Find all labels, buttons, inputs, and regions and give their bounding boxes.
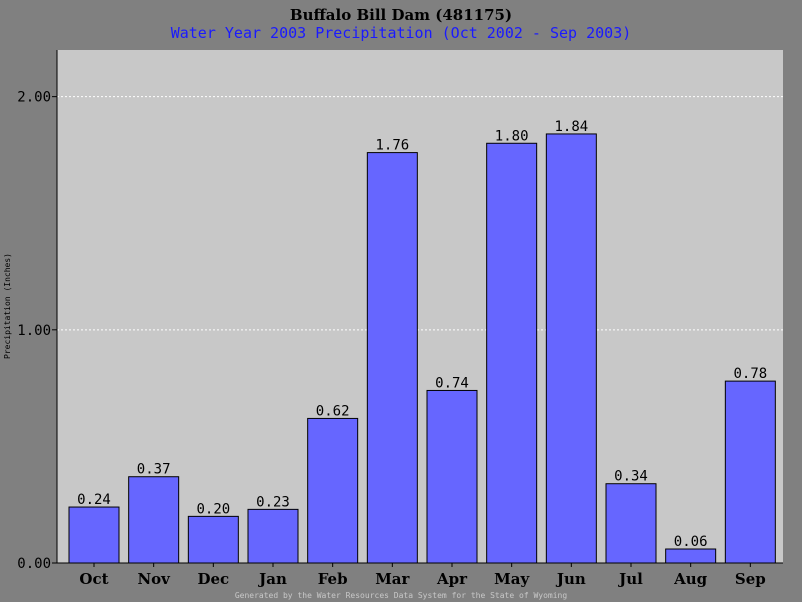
x-tick-label: Nov [137, 570, 171, 588]
x-tick-label: Jan [257, 570, 287, 588]
bar [605, 483, 657, 564]
x-tick-label: Sep [735, 570, 766, 588]
x-tick-label: Jun [555, 570, 586, 588]
y-tick-label: 2.00 [17, 90, 51, 106]
bar [247, 508, 299, 564]
data-label: 1.80 [495, 128, 529, 144]
bar [128, 476, 180, 564]
x-tick-label: Mar [375, 570, 410, 588]
bar [724, 380, 776, 564]
bar [665, 548, 717, 564]
bars [68, 133, 776, 564]
bar [486, 142, 538, 564]
data-labels: 0.24 0.37 0.20 0.23 0.62 1.76 0.74 1.80 1.84 0.34… [77, 119, 767, 550]
data-label: 1.76 [375, 138, 409, 154]
x-tick-label: Feb [318, 570, 348, 588]
data-label: 1.84 [554, 119, 588, 135]
x-tick-label: Dec [197, 570, 229, 588]
data-label: 0.20 [196, 501, 230, 517]
data-label: 0.37 [137, 462, 171, 478]
bar [68, 506, 120, 564]
x-tick-label: Oct [79, 570, 108, 588]
bar [426, 389, 478, 564]
x-tick-label: Apr [436, 570, 468, 588]
gridlines [57, 96, 783, 331]
x-tick-label: May [494, 570, 530, 588]
data-label: 0.62 [316, 403, 350, 419]
y-tick-label: 1.00 [17, 323, 51, 339]
data-label: 0.34 [614, 469, 648, 485]
y-tick-label: 0.00 [17, 556, 51, 572]
data-label: 0.78 [733, 366, 767, 382]
bar [545, 133, 597, 564]
data-label: 0.24 [77, 492, 111, 508]
x-axis-ticks: Oct Nov Dec Jan Feb Mar Apr May Jun Jul Aug Sep [79, 563, 766, 588]
bar [366, 152, 418, 564]
data-label: 0.23 [256, 494, 290, 510]
x-tick-label: Jul [617, 570, 643, 588]
footer-credit: Generated by the Water Resources Data Sy… [235, 591, 568, 600]
data-label: 0.74 [435, 375, 469, 391]
chart-title: Buffalo Bill Dam (481175) [290, 6, 512, 24]
x-tick-label: Aug [673, 570, 708, 588]
y-axis-ticks: 0.00 1.00 2.00 [17, 90, 57, 572]
bar [307, 417, 359, 564]
y-axis-label: Precipitation (Inches) [3, 253, 12, 359]
chart-subtitle: Water Year 2003 Precipitation (Oct 2002 … [171, 24, 632, 42]
bar [187, 515, 239, 564]
data-label: 0.06 [674, 534, 708, 550]
